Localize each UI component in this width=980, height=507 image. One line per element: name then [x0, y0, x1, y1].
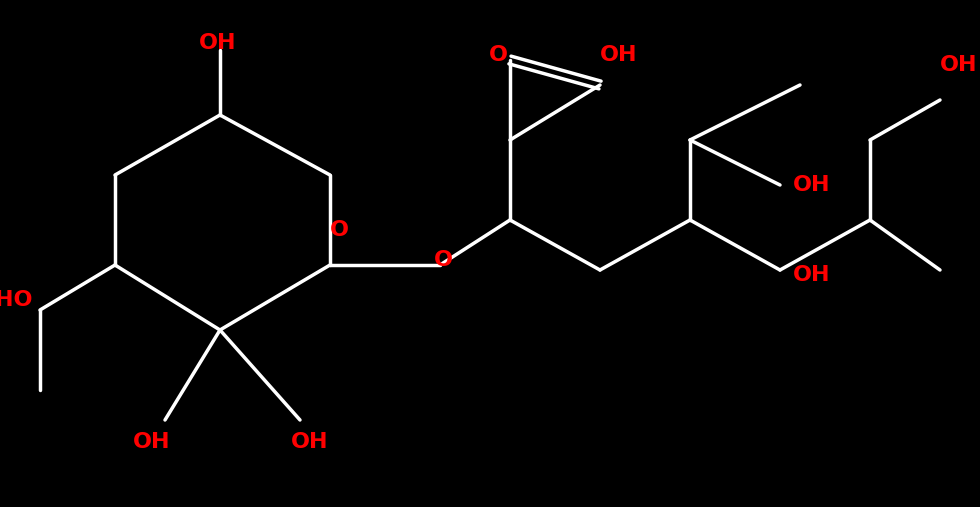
Text: OH: OH: [793, 175, 830, 195]
Text: O: O: [489, 45, 508, 65]
Text: OH: OH: [291, 432, 328, 452]
Text: OH: OH: [793, 265, 830, 285]
Text: O: O: [330, 220, 349, 240]
Text: OH: OH: [940, 55, 977, 75]
Text: OH: OH: [133, 432, 171, 452]
Text: O: O: [433, 250, 453, 270]
Text: OH: OH: [600, 45, 638, 65]
Text: OH: OH: [199, 33, 237, 53]
Text: HO: HO: [0, 290, 32, 310]
